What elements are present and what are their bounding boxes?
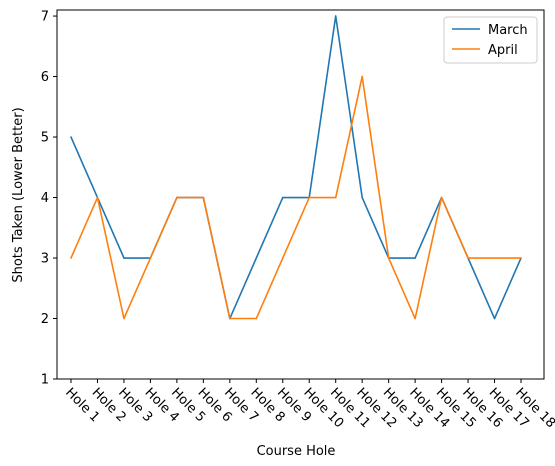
data-point-march-8 [255,257,258,259]
data-point-march-17 [493,317,496,320]
plot-frame [56,9,545,380]
y-tick-label: 6 [41,70,49,85]
y-tick-label: 5 [41,131,49,146]
y-tick-label: 2 [41,312,49,327]
y-tick-label: 4 [41,191,49,206]
series-line-april [70,75,521,320]
data-point-april-4 [149,257,152,259]
y-axis-ticks: 1 2 3 4 5 6 7 [41,10,57,388]
data-point-march-9 [281,196,284,199]
data-point-april-14 [414,317,416,320]
data-point-march-12 [361,196,363,199]
y-axis-label: Shots Taken (Lower Better) [11,107,26,282]
data-point-april-8 [255,317,258,320]
y-tick-label: 1 [41,373,49,388]
y-tick-label: 3 [41,252,49,267]
legend-label-april: April [488,43,518,58]
data-point-april-12 [361,75,363,78]
data-point-april-10 [308,196,311,199]
data-point-april-18 [520,257,522,259]
data-point-april-13 [387,257,390,259]
data-point-march-3 [123,257,125,259]
legend: March April [443,16,538,64]
data-point-april-9 [281,257,284,259]
legend-label-march: March [488,23,528,38]
data-point-april-11 [334,196,337,199]
y-tick-label: 7 [41,10,49,25]
data-point-march-11 [334,15,337,17]
data-point-april-17 [493,257,496,259]
data-point-april-1 [70,257,72,259]
x-axis-label: Course Hole [257,444,336,459]
data-point-april-7 [229,317,231,320]
data-point-march-1 [70,136,72,138]
data-point-march-14 [414,257,416,259]
data-point-april-3 [123,317,125,320]
series-lines [70,15,522,320]
data-point-april-15 [440,196,443,199]
data-point-april-16 [467,257,469,259]
data-point-april-2 [96,196,99,199]
data-point-april-5 [176,196,178,199]
data-point-april-6 [202,196,205,199]
